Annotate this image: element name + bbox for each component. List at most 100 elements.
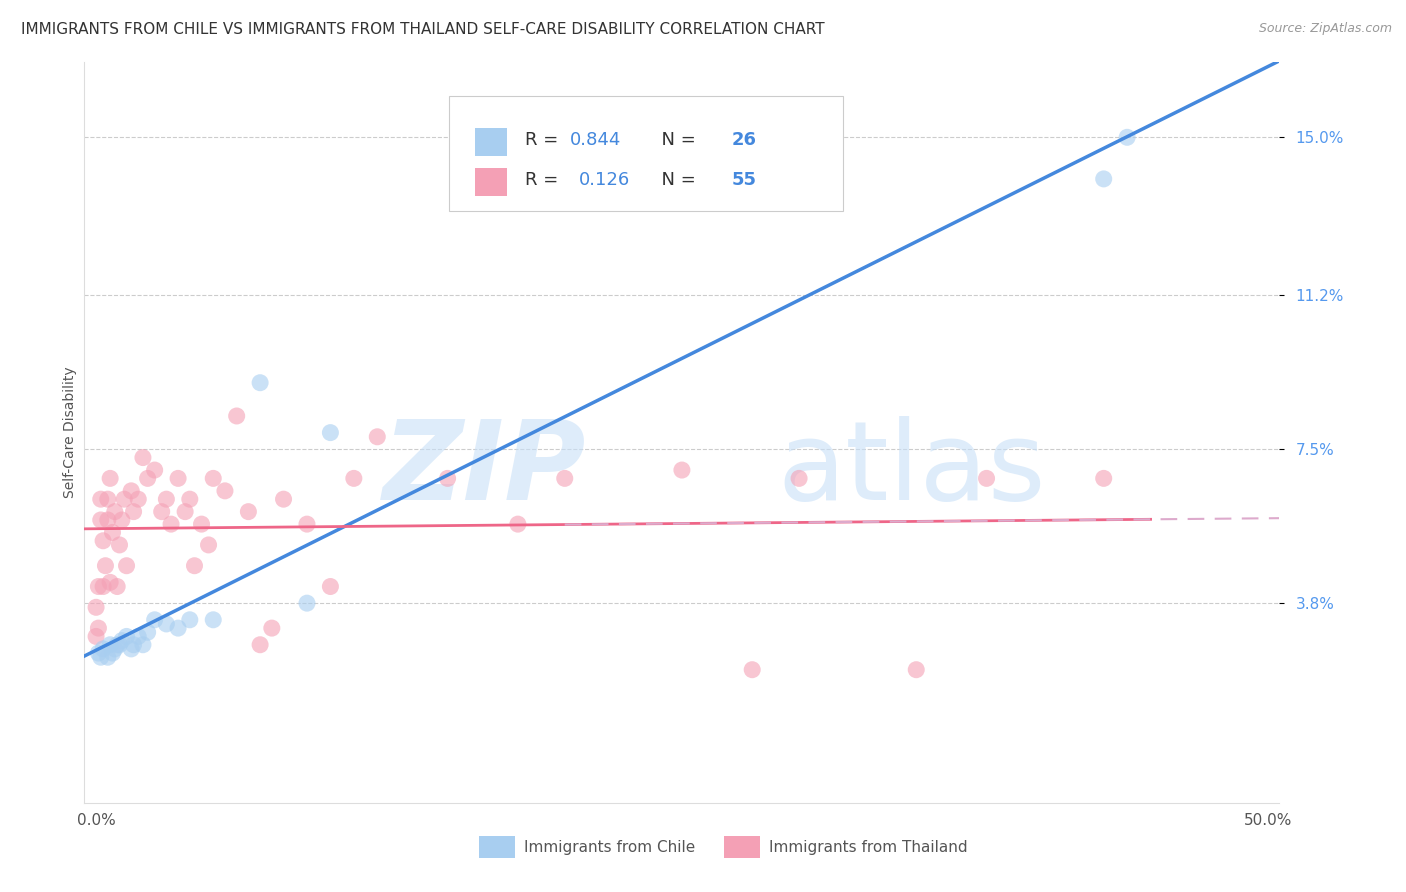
- Point: [97, 650, 120, 665]
- Point: [260, 621, 283, 635]
- Text: 55: 55: [731, 171, 756, 189]
- Point: [179, 613, 201, 627]
- Point: [108, 638, 131, 652]
- Point: [155, 492, 177, 507]
- Point: [554, 471, 576, 485]
- Point: [319, 580, 342, 594]
- Point: [295, 517, 318, 532]
- Point: [132, 638, 155, 652]
- Text: 0.126: 0.126: [579, 171, 630, 189]
- Point: [104, 505, 127, 519]
- Point: [343, 471, 366, 485]
- Point: [136, 471, 159, 485]
- Point: [91, 533, 114, 548]
- Point: [202, 613, 225, 627]
- Text: N =: N =: [651, 131, 702, 149]
- Point: [1092, 172, 1115, 186]
- Point: [108, 538, 131, 552]
- Point: [225, 409, 247, 423]
- Point: [905, 663, 928, 677]
- Point: [436, 471, 458, 485]
- Text: N =: N =: [651, 171, 702, 189]
- Point: [167, 621, 190, 635]
- Text: R =: R =: [524, 171, 569, 189]
- Point: [111, 513, 134, 527]
- Point: [97, 513, 120, 527]
- Text: atlas: atlas: [778, 417, 1046, 523]
- Point: [97, 492, 120, 507]
- Point: [91, 641, 114, 656]
- Point: [319, 425, 342, 440]
- Point: [183, 558, 205, 573]
- Point: [741, 663, 763, 677]
- Text: R =: R =: [524, 131, 564, 149]
- Point: [787, 471, 810, 485]
- Point: [197, 538, 219, 552]
- Point: [120, 483, 142, 498]
- FancyBboxPatch shape: [475, 128, 508, 156]
- Point: [122, 505, 145, 519]
- Point: [115, 558, 138, 573]
- Point: [249, 638, 271, 652]
- Point: [136, 625, 159, 640]
- Point: [506, 517, 529, 532]
- Text: Immigrants from Chile: Immigrants from Chile: [524, 839, 696, 855]
- Text: ZIP: ZIP: [382, 417, 586, 523]
- Point: [671, 463, 693, 477]
- Point: [273, 492, 295, 507]
- Point: [84, 600, 107, 615]
- Point: [115, 629, 138, 643]
- Point: [94, 558, 117, 573]
- Point: [295, 596, 318, 610]
- Point: [84, 629, 107, 643]
- Point: [101, 646, 124, 660]
- Point: [98, 638, 121, 652]
- Point: [87, 580, 110, 594]
- Point: [98, 575, 121, 590]
- Point: [91, 580, 114, 594]
- Point: [101, 525, 124, 540]
- FancyBboxPatch shape: [479, 836, 515, 858]
- Point: [120, 641, 142, 656]
- Point: [143, 463, 166, 477]
- Point: [174, 505, 197, 519]
- Point: [111, 633, 134, 648]
- Point: [366, 430, 388, 444]
- Text: Source: ZipAtlas.com: Source: ZipAtlas.com: [1258, 22, 1392, 36]
- Point: [160, 517, 183, 532]
- Point: [155, 616, 177, 631]
- FancyBboxPatch shape: [475, 168, 508, 196]
- Point: [238, 505, 260, 519]
- Point: [105, 580, 128, 594]
- Point: [90, 492, 112, 507]
- Point: [127, 492, 149, 507]
- Point: [87, 646, 110, 660]
- Point: [112, 492, 135, 507]
- Point: [179, 492, 201, 507]
- Point: [167, 471, 190, 485]
- Point: [98, 471, 121, 485]
- Point: [976, 471, 998, 485]
- FancyBboxPatch shape: [449, 95, 844, 211]
- Point: [87, 621, 110, 635]
- Point: [249, 376, 271, 390]
- FancyBboxPatch shape: [724, 836, 759, 858]
- Point: [143, 613, 166, 627]
- Point: [132, 450, 155, 465]
- Point: [122, 638, 145, 652]
- Point: [127, 629, 149, 643]
- Point: [1092, 471, 1115, 485]
- Text: IMMIGRANTS FROM CHILE VS IMMIGRANTS FROM THAILAND SELF-CARE DISABILITY CORRELATI: IMMIGRANTS FROM CHILE VS IMMIGRANTS FROM…: [21, 22, 825, 37]
- Point: [202, 471, 225, 485]
- Text: 26: 26: [731, 131, 756, 149]
- Point: [90, 513, 112, 527]
- Point: [105, 638, 128, 652]
- Text: 0.844: 0.844: [571, 131, 621, 149]
- Point: [150, 505, 173, 519]
- Text: Immigrants from Thailand: Immigrants from Thailand: [769, 839, 967, 855]
- Point: [90, 650, 112, 665]
- Y-axis label: Self-Care Disability: Self-Care Disability: [63, 367, 77, 499]
- Point: [190, 517, 212, 532]
- Point: [1116, 130, 1139, 145]
- Point: [214, 483, 236, 498]
